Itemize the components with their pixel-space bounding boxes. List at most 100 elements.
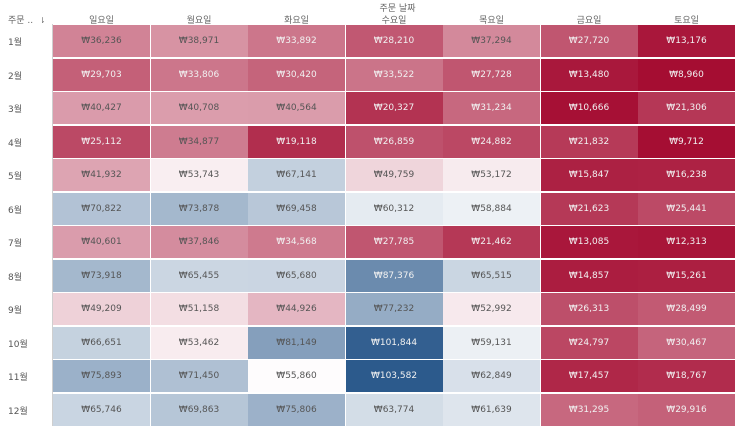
- cell-value-label: ₩13,480: [568, 69, 610, 80]
- heatmap-cell[interactable]: ₩15,847: [540, 159, 638, 191]
- heatmap-cell[interactable]: ₩66,651: [53, 326, 150, 359]
- heatmap-cell[interactable]: ₩40,601: [53, 226, 150, 258]
- heatmap-cell[interactable]: ₩67,141: [248, 159, 345, 191]
- cell-value-label: ₩101,844: [370, 337, 418, 348]
- heatmap-cell[interactable]: ₩75,806: [248, 393, 345, 426]
- heatmap-cell[interactable]: ₩29,916: [638, 393, 735, 426]
- heatmap-cell[interactable]: ₩70,822: [53, 192, 150, 225]
- heatmap-cell[interactable]: ₩55,860: [248, 360, 345, 392]
- heatmap-cell[interactable]: ₩33,522: [345, 58, 443, 91]
- row-header-label: 주문 ..: [8, 16, 37, 26]
- heatmap-cell[interactable]: ₩20,327: [345, 92, 443, 124]
- heatmap-cell[interactable]: ₩59,131: [443, 326, 540, 359]
- heatmap-cell[interactable]: ₩65,746: [53, 393, 150, 426]
- heatmap-cell[interactable]: ₩63,774: [345, 393, 443, 426]
- heatmap-cell[interactable]: ₩21,832: [540, 125, 638, 158]
- heatmap-cell[interactable]: ₩31,295: [540, 393, 638, 426]
- cell-value-label: ₩17,457: [568, 371, 610, 381]
- heatmap-cell[interactable]: ₩31,234: [443, 92, 540, 124]
- heatmap-cell[interactable]: ₩37,294: [443, 25, 540, 57]
- heatmap-cell[interactable]: ₩17,457: [540, 360, 638, 392]
- heatmap-cell[interactable]: ₩13,176: [638, 25, 735, 57]
- heatmap-cell[interactable]: ₩65,680: [248, 259, 345, 292]
- cell-value-label: ₩69,458: [276, 203, 317, 214]
- heatmap-cell[interactable]: ₩40,708: [150, 92, 248, 124]
- heatmap-cell[interactable]: ₩49,209: [53, 293, 150, 325]
- heatmap-cell[interactable]: ₩33,892: [248, 25, 345, 57]
- cell-value-label: ₩37,294: [471, 36, 512, 46]
- heatmap-cell[interactable]: ₩25,112: [53, 125, 150, 158]
- heatmap-cell[interactable]: ₩29,703: [53, 58, 150, 91]
- cell-value-label: ₩60,312: [373, 203, 415, 214]
- heatmap-cell[interactable]: ₩26,859: [345, 125, 443, 158]
- heatmap-cell[interactable]: ₩44,926: [248, 293, 345, 325]
- heatmap-cell[interactable]: ₩52,992: [443, 293, 540, 325]
- heatmap-cell[interactable]: ₩101,844: [345, 326, 443, 359]
- heatmap-cell[interactable]: ₩34,877: [150, 125, 248, 158]
- heatmap-cell[interactable]: ₩58,884: [443, 192, 540, 225]
- heatmap-cell[interactable]: ₩34,568: [248, 226, 345, 258]
- row-label: 5월: [8, 172, 23, 182]
- heatmap-cell[interactable]: ₩38,971: [150, 25, 248, 57]
- heatmap-cell[interactable]: ₩13,480: [540, 58, 638, 91]
- heatmap-cell[interactable]: ₩19,118: [248, 125, 345, 158]
- heatmap-cell[interactable]: ₩65,515: [443, 259, 540, 292]
- cell-value-label: ₩30,420: [276, 69, 317, 80]
- row-label: 8월: [8, 272, 23, 283]
- heatmap-cell[interactable]: ₩30,467: [638, 326, 735, 359]
- heatmap-cell[interactable]: ₩10,666: [540, 92, 638, 124]
- heatmap-cell[interactable]: ₩8,960: [638, 58, 735, 91]
- heatmap-cell[interactable]: ₩71,450: [150, 360, 248, 392]
- heatmap-cell[interactable]: ₩9,712: [638, 125, 735, 158]
- cell-value-label: ₩61,639: [471, 404, 512, 415]
- heatmap-cell[interactable]: ₩12,313: [638, 226, 735, 258]
- sort-icon[interactable]: ⇂: [39, 16, 46, 25]
- heatmap-cell[interactable]: ₩24,882: [443, 125, 540, 158]
- heatmap-cell[interactable]: ₩53,462: [150, 326, 248, 359]
- heatmap-cell[interactable]: ₩40,427: [53, 92, 150, 124]
- heatmap-cell[interactable]: ₩61,639: [443, 393, 540, 426]
- row-header-field[interactable]: 주문 .. ⇂: [8, 13, 46, 26]
- heatmap-cell[interactable]: ₩28,499: [638, 293, 735, 325]
- heatmap-cell[interactable]: ₩75,893: [53, 360, 150, 392]
- cell-value-label: ₩103,582: [370, 371, 418, 381]
- heatmap-cell[interactable]: ₩27,720: [540, 25, 638, 57]
- heatmap-cell[interactable]: ₩37,846: [150, 226, 248, 258]
- heatmap-cell[interactable]: ₩87,376: [345, 259, 443, 292]
- heatmap-cell[interactable]: ₩36,236: [53, 25, 150, 57]
- heatmap-cell[interactable]: ₩53,743: [150, 159, 248, 191]
- heatmap-cell[interactable]: ₩16,238: [638, 159, 735, 191]
- heatmap-cell[interactable]: ₩27,728: [443, 58, 540, 91]
- heatmap-cell[interactable]: ₩14,857: [540, 259, 638, 292]
- heatmap-cell[interactable]: ₩33,806: [150, 58, 248, 91]
- heatmap-cell[interactable]: ₩53,172: [443, 159, 540, 191]
- heatmap-cell[interactable]: ₩13,085: [540, 226, 638, 258]
- cell-value-label: ₩24,797: [568, 337, 610, 348]
- heatmap-cell[interactable]: ₩24,797: [540, 326, 638, 359]
- heatmap-cell[interactable]: ₩77,232: [345, 293, 443, 325]
- heatmap-cell[interactable]: ₩51,158: [150, 293, 248, 325]
- heatmap-cell[interactable]: ₩103,582: [345, 360, 443, 392]
- heatmap-cell[interactable]: ₩21,306: [638, 92, 735, 124]
- heatmap-cell[interactable]: ₩21,462: [443, 226, 540, 258]
- heatmap-cell[interactable]: ₩40,564: [248, 92, 345, 124]
- heatmap-cell[interactable]: ₩25,441: [638, 192, 735, 225]
- heatmap-cell[interactable]: ₩81,149: [248, 326, 345, 359]
- heatmap-cell[interactable]: ₩26,313: [540, 293, 638, 325]
- heatmap-cell[interactable]: ₩62,849: [443, 360, 540, 392]
- heatmap-cell[interactable]: ₩27,785: [345, 226, 443, 258]
- heatmap-cell[interactable]: ₩21,623: [540, 192, 638, 225]
- heatmap-cell[interactable]: ₩18,767: [638, 360, 735, 392]
- heatmap-cell[interactable]: ₩49,759: [345, 159, 443, 191]
- heatmap-cell[interactable]: ₩65,455: [150, 259, 248, 292]
- heatmap-cell[interactable]: ₩28,210: [345, 25, 443, 57]
- cell-value-label: ₩40,564: [276, 103, 317, 113]
- heatmap-cell[interactable]: ₩30,420: [248, 58, 345, 91]
- heatmap-cell[interactable]: ₩73,918: [53, 259, 150, 292]
- heatmap-cell[interactable]: ₩41,932: [53, 159, 150, 191]
- heatmap-cell[interactable]: ₩60,312: [345, 192, 443, 225]
- heatmap-cell[interactable]: ₩15,261: [638, 259, 735, 292]
- heatmap-cell[interactable]: ₩69,863: [150, 393, 248, 426]
- heatmap-cell[interactable]: ₩69,458: [248, 192, 345, 225]
- heatmap-cell[interactable]: ₩73,878: [150, 192, 248, 225]
